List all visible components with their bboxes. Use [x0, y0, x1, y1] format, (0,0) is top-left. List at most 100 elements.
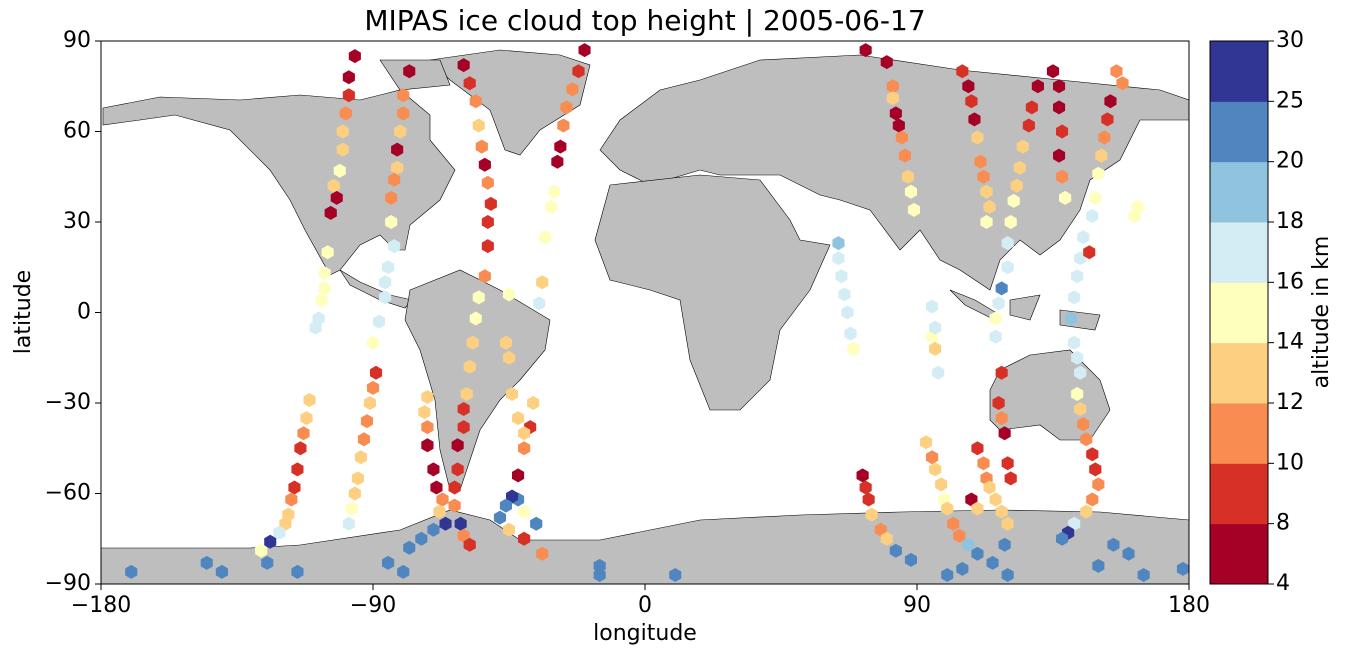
cloud-point: [1053, 79, 1066, 94]
cloud-point: [1086, 447, 1099, 462]
cloud-point: [989, 329, 1002, 344]
cloud-point: [832, 236, 845, 251]
cloud-point: [469, 94, 482, 109]
cloud-point: [841, 305, 854, 320]
cloud-point: [904, 184, 917, 199]
colorbar-band: [1210, 342, 1268, 404]
cloud-point: [457, 58, 470, 73]
x-tick-label: 180: [1168, 593, 1210, 618]
cloud-point: [968, 112, 981, 127]
cloud-point: [484, 196, 497, 211]
y-tick-label: 60: [63, 119, 91, 144]
colorbar-tick-label: 16: [1276, 269, 1304, 294]
cloud-point: [318, 266, 331, 281]
cloud-point: [512, 411, 525, 426]
cloud-point: [472, 290, 485, 305]
cloud-point: [342, 70, 355, 85]
cloud-point: [971, 130, 984, 145]
cloud-point: [1101, 112, 1114, 127]
cloud-point: [297, 426, 310, 441]
cloud-point: [593, 558, 606, 573]
cloud-point: [382, 260, 395, 275]
cloud-point: [1131, 199, 1144, 214]
cloud-point: [388, 239, 401, 254]
colorbar-tick-label: 30: [1276, 28, 1304, 53]
cloud-point: [1098, 130, 1111, 145]
cloud-point: [330, 190, 343, 205]
cloud-point: [892, 118, 905, 133]
colorbar-tick-label: 12: [1276, 390, 1304, 415]
cloud-point: [291, 462, 304, 477]
cloud-point: [895, 130, 908, 145]
cloud-point: [321, 245, 334, 260]
cloud-point: [261, 555, 274, 570]
cloud-point: [294, 441, 307, 456]
cloud-point: [859, 43, 872, 58]
colorbar-band: [1210, 282, 1268, 344]
cloud-point: [847, 341, 860, 356]
cloud-point: [336, 142, 349, 157]
cloud-point: [929, 320, 942, 335]
cloud-point: [1025, 100, 1038, 115]
cloud-point: [518, 441, 531, 456]
cloud-point: [279, 516, 292, 531]
cloud-point: [880, 531, 893, 546]
cloud-point: [578, 43, 591, 58]
cloud-point: [956, 561, 969, 576]
cloud-point: [336, 124, 349, 139]
cloud-point: [518, 504, 531, 519]
cloud-point: [977, 456, 990, 471]
cloud-point: [907, 202, 920, 217]
cloud-point: [451, 438, 464, 453]
colorbar-frame: [1209, 40, 1269, 585]
cloud-point: [865, 507, 878, 522]
cloud-point: [397, 564, 410, 579]
cloud-point: [1059, 190, 1072, 205]
cloud-point: [838, 287, 851, 302]
cloud-point: [418, 405, 431, 420]
y-tick-label: 30: [63, 209, 91, 234]
cloud-point: [593, 568, 606, 582]
cloud-point: [995, 411, 1008, 426]
cloud-point: [1056, 531, 1069, 546]
cloud-point: [354, 450, 367, 465]
cloud-point: [980, 215, 993, 229]
colorbar-band: [1210, 101, 1268, 163]
cloud-point: [941, 568, 954, 582]
cloud-point: [904, 552, 917, 567]
cloud-point: [391, 142, 404, 157]
cloud-point: [421, 420, 434, 435]
cloud-point: [1122, 546, 1135, 561]
cloud-point: [889, 543, 902, 558]
cloud-point: [348, 49, 361, 64]
cloud-point: [379, 275, 392, 290]
cloud-point: [370, 365, 383, 380]
cloud-point: [366, 335, 380, 350]
cloud-point: [348, 486, 361, 501]
y-tick-label: −30: [45, 390, 91, 415]
cloud-point: [835, 269, 848, 284]
eurasia: [599, 54, 1190, 291]
cloud-point: [264, 534, 277, 549]
cloud-point: [433, 504, 446, 519]
cloud-point: [502, 522, 516, 537]
cloud-point: [333, 163, 346, 178]
cloud-point: [1068, 516, 1081, 531]
cloud-point: [971, 546, 984, 561]
x-tick-label: −180: [71, 593, 131, 618]
cloud-point: [1004, 215, 1017, 229]
cloud-point: [1056, 169, 1069, 184]
cloud-point: [499, 498, 512, 513]
africa: [594, 174, 831, 411]
cloud-point: [463, 76, 476, 91]
cloud-point: [388, 172, 401, 187]
cloud-point: [448, 480, 461, 495]
cloud-point: [1092, 166, 1105, 181]
cloud-point: [974, 154, 987, 169]
cloud-point: [1031, 79, 1044, 94]
cloud-point: [457, 420, 470, 435]
cloud-point: [539, 230, 552, 245]
cloud-point: [920, 435, 933, 450]
cloud-point: [200, 555, 213, 570]
y-axis-label: latitude: [11, 270, 36, 354]
